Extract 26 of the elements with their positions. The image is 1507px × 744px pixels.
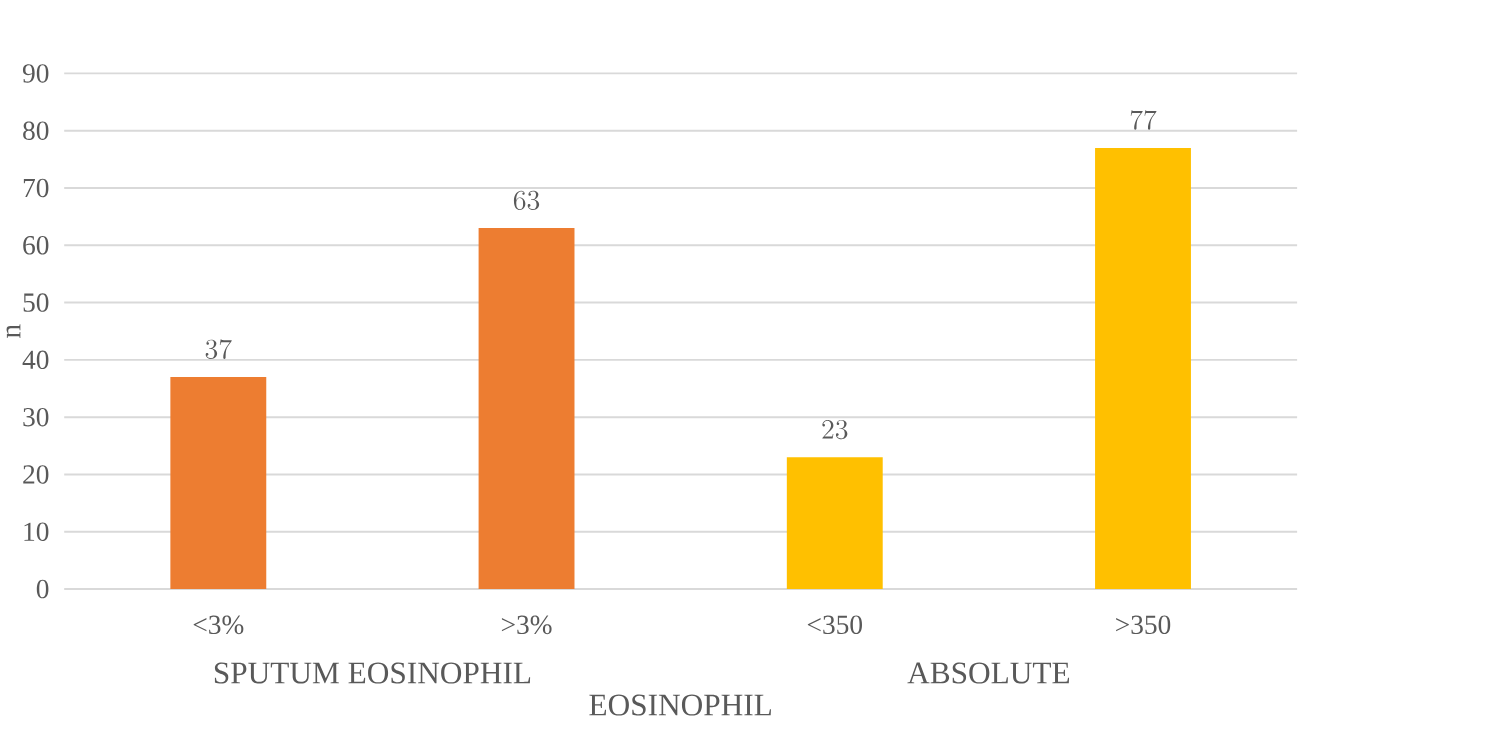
- x-tick-label: <3%: [193, 615, 244, 635]
- y-tick-label: 10: [24, 522, 49, 542]
- y-tick-label: 80: [23, 121, 49, 141]
- y-tick-label: 30: [23, 408, 49, 427]
- bar: [170, 377, 267, 590]
- data-label: 23: [822, 420, 848, 440]
- y-tick-label: 90: [22, 64, 49, 83]
- y-tick-label: 20: [23, 465, 49, 484]
- x-axis-title: EOSINOPHIL: [589, 694, 771, 716]
- data-label: 37: [205, 339, 232, 360]
- y-tick-label: 40: [22, 350, 49, 370]
- y-axis-title: n: [6, 324, 21, 339]
- bar: [478, 228, 575, 590]
- data-label: 63: [513, 190, 540, 211]
- text: SPUTUM EOSINOPHIL: [214, 662, 531, 684]
- y-tick-label: 60: [23, 236, 49, 255]
- y-tick-label: 50: [23, 293, 49, 312]
- x-tick-label: <350: [807, 615, 862, 635]
- text: ABSOLUTE: [907, 662, 1070, 684]
- bar: [786, 457, 883, 590]
- x-tick-label: >3%: [501, 615, 552, 635]
- bar: [1095, 148, 1191, 590]
- x-tick-label: >350: [1116, 615, 1171, 635]
- y-tick-label: 70: [23, 178, 49, 198]
- y-tick-label: 0: [36, 579, 49, 599]
- data-label: 77: [1130, 110, 1157, 130]
